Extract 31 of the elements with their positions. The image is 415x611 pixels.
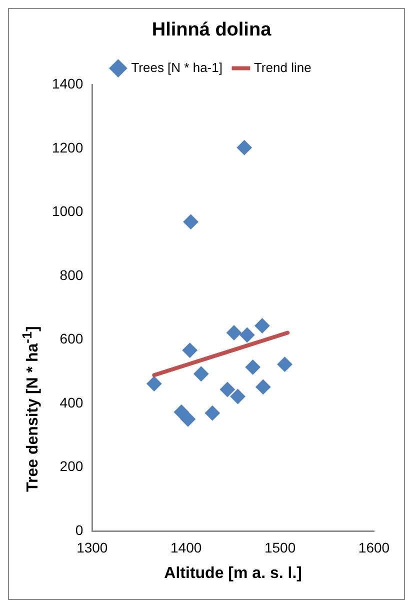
- point: [226, 325, 242, 340]
- y-tick-label: 1400: [52, 76, 84, 92]
- point: [245, 360, 260, 375]
- x-tick-label: 1300: [76, 539, 108, 556]
- point: [254, 318, 270, 334]
- y-tick-label: 600: [60, 330, 84, 347]
- legend-label: Trees [N * ha-1]: [131, 60, 222, 75]
- y-tick-label: 1200: [52, 139, 84, 156]
- y-tick-label: 800: [60, 266, 84, 283]
- point: [256, 379, 271, 394]
- point: [236, 140, 252, 156]
- y-tick-label: 400: [60, 394, 84, 410]
- chart-title: Hlinná dolina: [152, 20, 272, 41]
- point: [240, 327, 255, 342]
- x-axis-title: Altitude [m a. s. l.]: [164, 564, 302, 582]
- x-tick-label: 1400: [170, 539, 202, 556]
- x-tick-label: 1500: [264, 539, 296, 556]
- point: [277, 356, 292, 372]
- y-tick-label: 1000: [52, 203, 84, 220]
- point: [146, 376, 162, 392]
- point: [180, 412, 196, 427]
- legend-label: Trend line: [254, 60, 312, 75]
- x-tick-label: 1600: [358, 539, 390, 556]
- point: [183, 214, 198, 230]
- point: [194, 366, 209, 382]
- point: [220, 382, 235, 397]
- point: [182, 342, 198, 358]
- y-tick-label: 0: [75, 522, 84, 538]
- y-tick-label: 200: [60, 458, 84, 474]
- point: [230, 389, 246, 404]
- point: [204, 406, 220, 421]
